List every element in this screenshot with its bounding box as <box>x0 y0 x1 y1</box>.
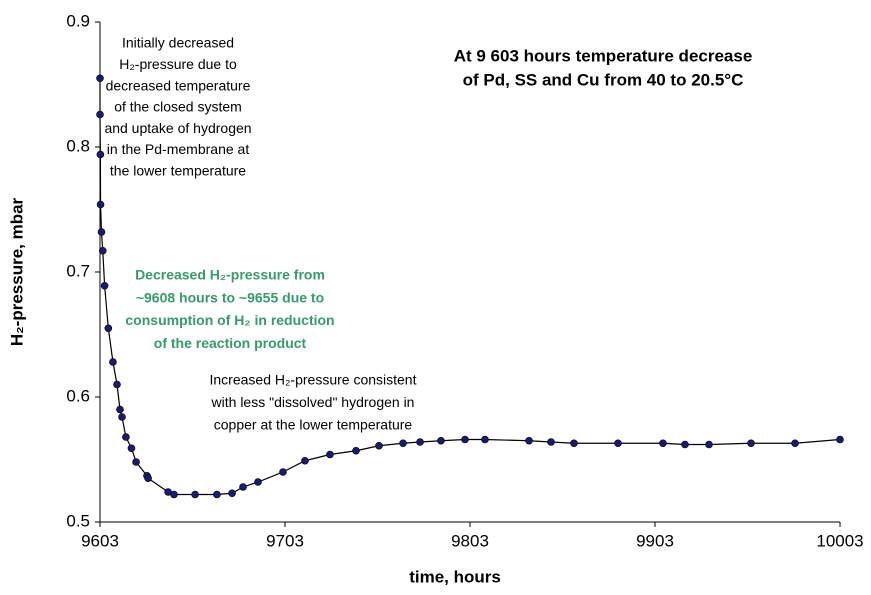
data-point <box>109 358 117 366</box>
data-point <box>254 478 262 486</box>
x-tick-label: 10003 <box>816 531 863 550</box>
data-point <box>836 435 844 444</box>
data-point <box>791 439 799 448</box>
annotation: with less "dissolved" hydrogen in <box>211 394 415 410</box>
data-point <box>659 439 667 448</box>
data-point <box>747 439 755 448</box>
data-point <box>100 281 109 290</box>
data-point <box>481 435 489 444</box>
data-point <box>96 74 104 83</box>
x-tick-label: 9803 <box>451 531 489 550</box>
y-tick-label: 0.5 <box>66 511 90 530</box>
x-tick-label: 9903 <box>636 531 674 550</box>
annotation: Increased H₂-pressure consistent <box>210 372 417 388</box>
data-point <box>118 413 126 421</box>
x-axis-title: time, hours <box>409 567 501 586</box>
data-point <box>705 440 713 449</box>
data-point <box>416 438 424 446</box>
annotation: H₂-pressure due to <box>119 56 237 72</box>
data-point <box>547 438 555 446</box>
data-point <box>113 380 121 389</box>
y-tick-label: 0.9 <box>66 11 90 30</box>
data-point <box>96 110 104 119</box>
data-point <box>96 200 105 209</box>
annotation: Initially decreased <box>122 35 234 51</box>
data-point <box>525 436 533 445</box>
data-point <box>279 468 287 476</box>
data-point <box>213 490 221 499</box>
annotation: the lower temperature <box>110 163 246 179</box>
annotation: decreased temperature <box>106 77 251 93</box>
data-point <box>461 435 469 444</box>
data-point <box>122 433 130 441</box>
data-point <box>614 439 622 448</box>
annotation: of the reaction product <box>154 335 307 351</box>
data-point <box>375 441 383 450</box>
data-point <box>399 439 407 448</box>
annotation: of the closed system <box>114 99 242 115</box>
x-tick-label: 9603 <box>81 531 119 550</box>
data-point <box>239 483 247 491</box>
data-point <box>326 450 334 459</box>
data-point <box>127 444 136 453</box>
annotation: of Pd, SS and Cu from 40 to 20.5°C <box>463 70 744 89</box>
annotation: ~9608 hours to ~9655 due to <box>136 289 324 305</box>
annotation: and uptake of hydrogen <box>104 120 251 136</box>
data-point <box>437 436 445 445</box>
data-point <box>570 439 578 448</box>
data-point <box>170 490 178 499</box>
data-point <box>104 324 113 333</box>
data-point <box>97 228 106 236</box>
y-axis-title: H₂-pressure, mbar <box>7 197 26 346</box>
annotation: At 9 603 hours temperature decrease <box>454 46 753 65</box>
data-point <box>98 246 107 255</box>
data-point <box>144 474 152 483</box>
data-point <box>96 150 105 159</box>
data-point <box>681 440 689 449</box>
annotation: copper at the lower temperature <box>214 417 413 433</box>
annotation: consumption of H₂ in reduction <box>125 312 334 328</box>
data-point <box>352 446 360 455</box>
data-point <box>228 489 236 498</box>
y-tick-label: 0.8 <box>66 136 90 155</box>
annotation: Decreased H₂-pressure from <box>135 267 325 283</box>
data-line <box>99 78 841 496</box>
y-tick-label: 0.6 <box>66 386 90 405</box>
data-point <box>116 405 124 414</box>
annotation: in the Pd-membrane at <box>107 141 250 157</box>
data-point <box>301 456 309 465</box>
data-point <box>191 490 199 499</box>
data-point <box>132 458 140 466</box>
y-tick-label: 0.7 <box>66 261 90 280</box>
x-tick-label: 9703 <box>266 531 304 550</box>
